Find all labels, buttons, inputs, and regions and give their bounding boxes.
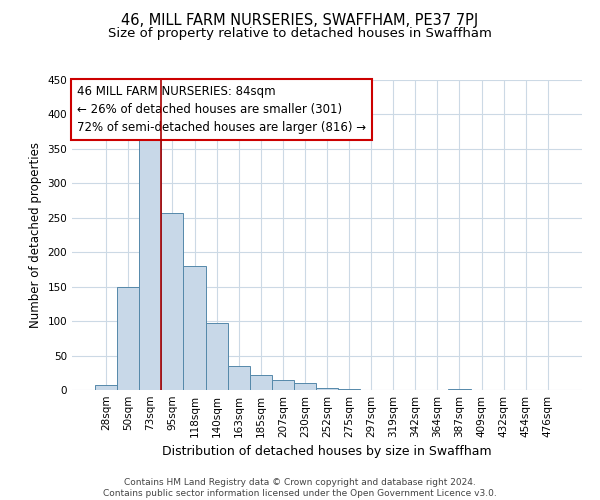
Bar bbox=[206, 323, 227, 390]
Bar bbox=[294, 383, 316, 390]
X-axis label: Distribution of detached houses by size in Swaffham: Distribution of detached houses by size … bbox=[162, 446, 492, 458]
Bar bbox=[316, 388, 338, 390]
Bar bbox=[95, 385, 117, 390]
Bar bbox=[184, 266, 206, 390]
Bar bbox=[250, 375, 272, 390]
Bar bbox=[117, 286, 139, 390]
Bar bbox=[139, 135, 161, 390]
Text: 46 MILL FARM NURSERIES: 84sqm
← 26% of detached houses are smaller (301)
72% of : 46 MILL FARM NURSERIES: 84sqm ← 26% of d… bbox=[77, 84, 366, 134]
Bar bbox=[227, 366, 250, 390]
Bar bbox=[448, 388, 470, 390]
Text: Contains HM Land Registry data © Crown copyright and database right 2024.
Contai: Contains HM Land Registry data © Crown c… bbox=[103, 478, 497, 498]
Text: Size of property relative to detached houses in Swaffham: Size of property relative to detached ho… bbox=[108, 28, 492, 40]
Bar bbox=[161, 213, 184, 390]
Y-axis label: Number of detached properties: Number of detached properties bbox=[29, 142, 42, 328]
Bar bbox=[272, 380, 294, 390]
Text: 46, MILL FARM NURSERIES, SWAFFHAM, PE37 7PJ: 46, MILL FARM NURSERIES, SWAFFHAM, PE37 … bbox=[121, 12, 479, 28]
